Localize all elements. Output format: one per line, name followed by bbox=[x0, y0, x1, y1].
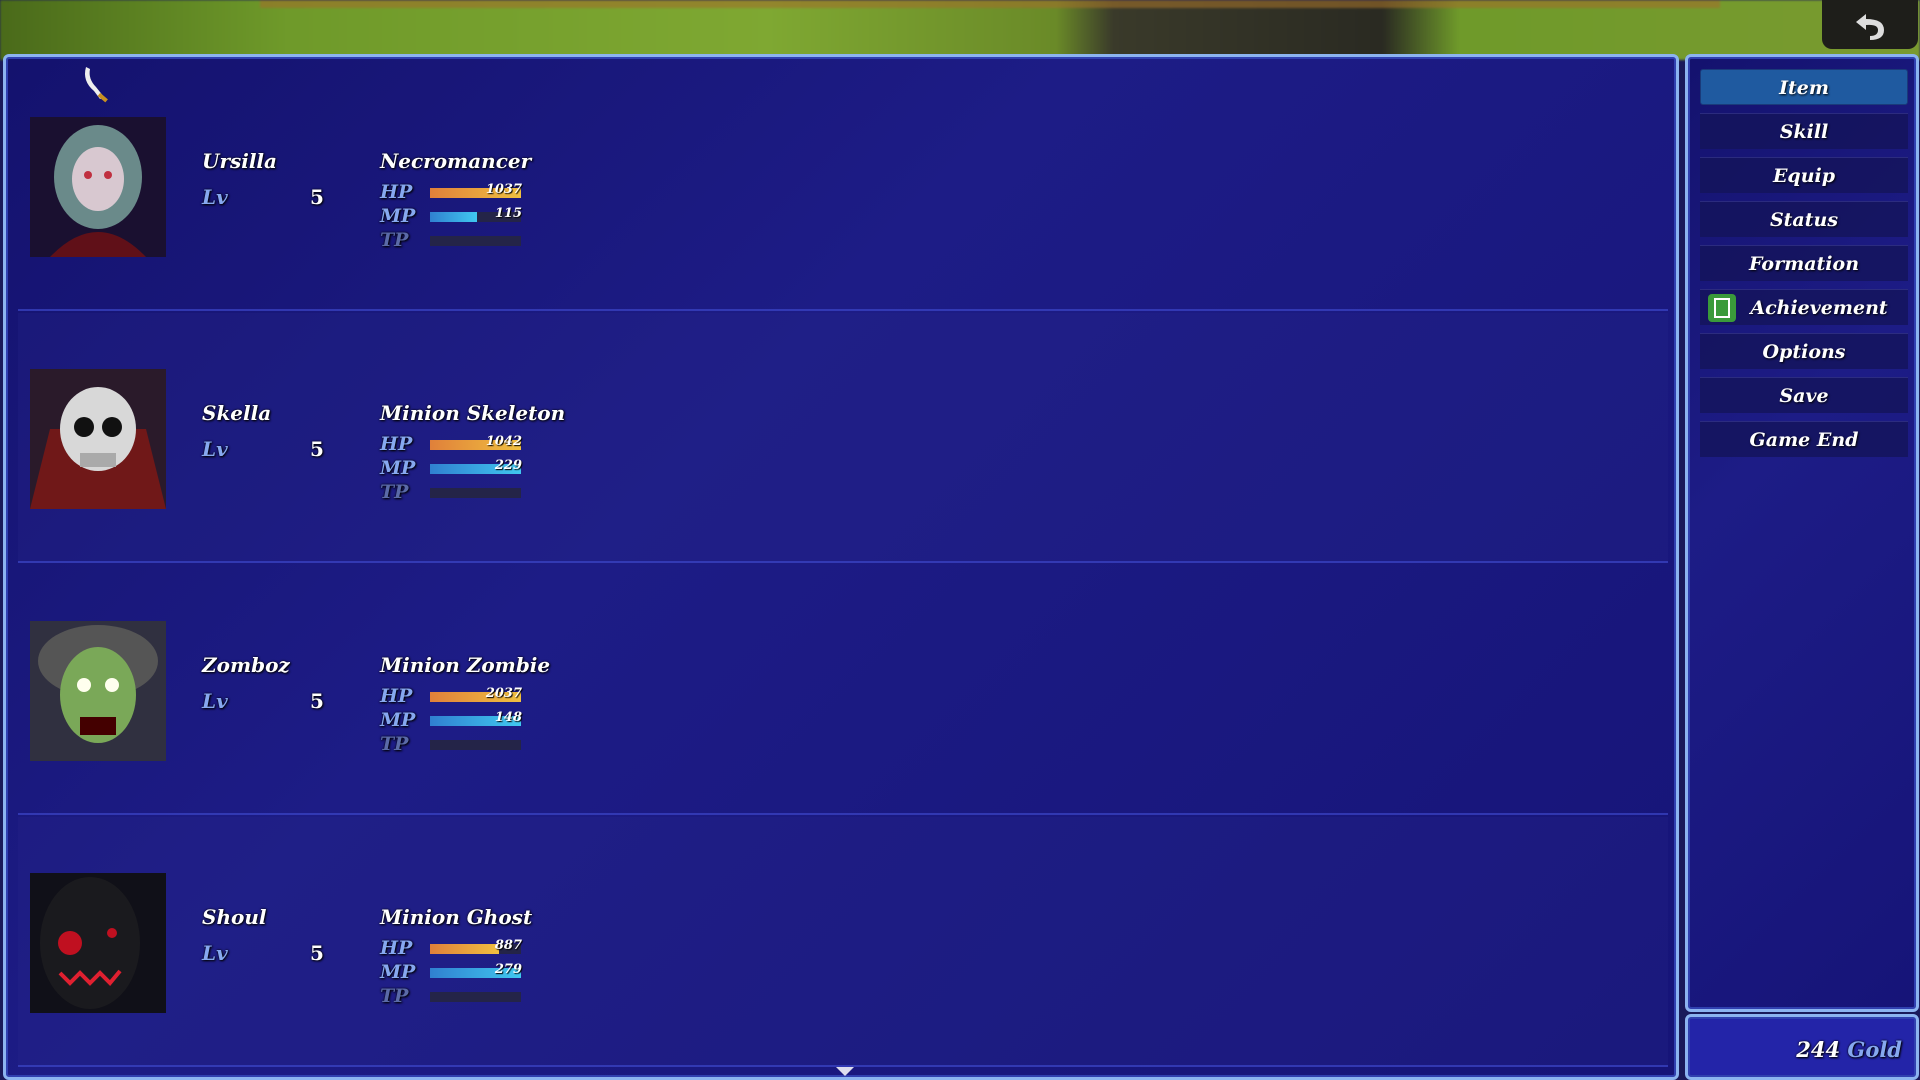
hp-gauge: HP 887 bbox=[380, 937, 522, 959]
command-options[interactable]: Options bbox=[1700, 333, 1908, 369]
mp-bar: 229 bbox=[430, 458, 522, 474]
mp-label: MP bbox=[380, 457, 416, 479]
tp-gauge: TP bbox=[380, 733, 521, 755]
party-member-row[interactable]: Zomboz Lv 5 Minion Zombie HP 2037 MP 148… bbox=[18, 565, 1668, 815]
mp-label: MP bbox=[380, 709, 416, 731]
gold-unit: Gold bbox=[1847, 1037, 1902, 1062]
level-value: 5 bbox=[310, 689, 324, 713]
zombie-portrait bbox=[30, 621, 166, 761]
member-class: Minion Zombie bbox=[380, 653, 551, 677]
member-class: Necromancer bbox=[380, 149, 532, 173]
hp-gauge: HP 1037 bbox=[380, 181, 522, 203]
elf-woman-portrait bbox=[30, 117, 166, 257]
command-label: Save bbox=[1779, 385, 1829, 407]
command-label: Equip bbox=[1772, 165, 1836, 187]
scroll-icon bbox=[1708, 294, 1736, 322]
command-menu: Item Skill Equip Status Formation Achievement… bbox=[1685, 54, 1919, 1012]
member-class: Minion Skeleton bbox=[380, 401, 566, 425]
member-class: Minion Ghost bbox=[380, 905, 533, 929]
mp-bar: 115 bbox=[430, 206, 522, 222]
hp-label: HP bbox=[380, 181, 413, 203]
command-label: Achievement bbox=[1750, 297, 1888, 319]
mp-label: MP bbox=[380, 205, 416, 227]
gold-amount: 244 bbox=[1796, 1037, 1841, 1062]
mp-bar: 148 bbox=[430, 710, 522, 726]
tp-gauge: TP bbox=[380, 229, 521, 251]
tp-label: TP bbox=[380, 229, 409, 251]
member-name: Shoul bbox=[202, 905, 267, 929]
member-name: Ursilla bbox=[202, 149, 277, 173]
mp-gauge: MP 115 bbox=[380, 205, 522, 227]
hp-gauge: HP 1042 bbox=[380, 433, 522, 455]
party-member-row[interactable]: Shoul Lv 5 Minion Ghost HP 887 MP 279 TP bbox=[18, 817, 1668, 1067]
undo-arrow-icon bbox=[1856, 14, 1884, 40]
tp-bar bbox=[430, 488, 521, 498]
command-label: Options bbox=[1762, 341, 1846, 363]
command-label: Skill bbox=[1779, 121, 1829, 143]
level-label: Lv bbox=[202, 941, 228, 965]
command-save[interactable]: Save bbox=[1700, 377, 1908, 413]
level-label: Lv bbox=[202, 437, 228, 461]
hp-gauge: HP 2037 bbox=[380, 685, 522, 707]
tp-label: TP bbox=[380, 733, 409, 755]
command-game-end[interactable]: Game End bbox=[1700, 421, 1908, 457]
party-member-row[interactable]: Ursilla Lv 5 Necromancer HP 1037 MP 115 … bbox=[18, 61, 1668, 311]
mp-gauge: MP 229 bbox=[380, 457, 522, 479]
gold-window: 244 Gold bbox=[1685, 1014, 1919, 1080]
hp-label: HP bbox=[380, 937, 413, 959]
command-achievement[interactable]: Achievement bbox=[1700, 289, 1908, 325]
hp-bar: 2037 bbox=[430, 686, 522, 702]
hp-value: 2037 bbox=[485, 686, 522, 701]
command-item[interactable]: Item bbox=[1700, 69, 1908, 105]
scroll-down-arrow-icon[interactable] bbox=[836, 1067, 854, 1077]
level-value: 5 bbox=[310, 185, 324, 209]
mp-value: 279 bbox=[494, 962, 522, 977]
level-label: Lv bbox=[202, 689, 228, 713]
mp-value: 229 bbox=[494, 458, 522, 473]
level-value: 5 bbox=[310, 941, 324, 965]
tp-label: TP bbox=[380, 481, 409, 503]
tp-label: TP bbox=[380, 985, 409, 1007]
tp-gauge: TP bbox=[380, 985, 521, 1007]
mp-gauge: MP 148 bbox=[380, 709, 522, 731]
mp-gauge: MP 279 bbox=[380, 961, 522, 983]
mp-bar: 279 bbox=[430, 962, 522, 978]
party-status-window: Ursilla Lv 5 Necromancer HP 1037 MP 115 … bbox=[3, 54, 1679, 1080]
tp-bar bbox=[430, 236, 521, 246]
command-status[interactable]: Status bbox=[1700, 201, 1908, 237]
tp-bar bbox=[430, 992, 521, 1002]
hp-bar: 1037 bbox=[430, 182, 522, 198]
party-member-row[interactable]: Skella Lv 5 Minion Skeleton HP 1042 MP 2… bbox=[18, 313, 1668, 563]
tp-gauge: TP bbox=[380, 481, 521, 503]
hp-value: 1037 bbox=[485, 182, 522, 197]
hp-value: 1042 bbox=[485, 434, 522, 449]
command-equip[interactable]: Equip bbox=[1700, 157, 1908, 193]
level-value: 5 bbox=[310, 437, 324, 461]
hp-value: 887 bbox=[494, 938, 522, 953]
command-label: Formation bbox=[1748, 253, 1860, 275]
command-skill[interactable]: Skill bbox=[1700, 113, 1908, 149]
command-label: Game End bbox=[1749, 429, 1859, 451]
command-label: Item bbox=[1779, 77, 1829, 99]
mp-value: 115 bbox=[494, 206, 522, 221]
command-label: Status bbox=[1769, 209, 1839, 231]
ghost-portrait bbox=[30, 873, 166, 1013]
skeleton-portrait bbox=[30, 369, 166, 509]
selection-cursor-icon bbox=[85, 67, 108, 103]
hp-bar: 887 bbox=[430, 938, 522, 954]
hp-bar: 1042 bbox=[430, 434, 522, 450]
level-label: Lv bbox=[202, 185, 228, 209]
tp-bar bbox=[430, 740, 521, 750]
mp-value: 148 bbox=[494, 710, 522, 725]
mp-label: MP bbox=[380, 961, 416, 983]
map-background bbox=[0, 0, 1920, 60]
hp-label: HP bbox=[380, 433, 413, 455]
command-formation[interactable]: Formation bbox=[1700, 245, 1908, 281]
back-button[interactable] bbox=[1822, 0, 1918, 49]
hp-label: HP bbox=[380, 685, 413, 707]
member-name: Zomboz bbox=[202, 653, 290, 677]
member-name: Skella bbox=[202, 401, 272, 425]
